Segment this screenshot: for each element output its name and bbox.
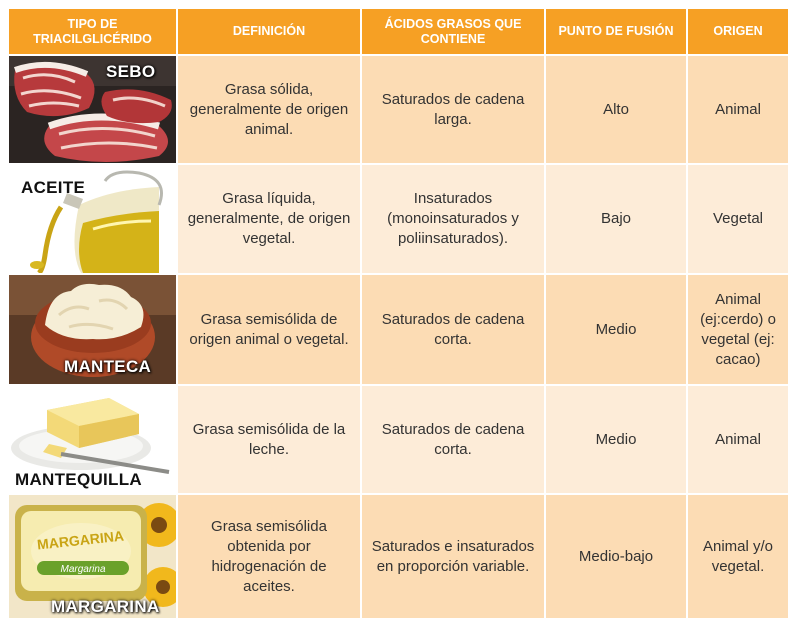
aceite-label: ACEITE: [21, 178, 86, 197]
header-acidos: ÁCIDOS GRASOS QUE CONTIENE: [362, 9, 544, 54]
mantequilla-image: MANTEQUILLA: [9, 386, 176, 493]
aceite-image: ACEITE: [9, 165, 176, 273]
sebo-origen: Animal: [688, 56, 788, 163]
manteca-image: MANTECA: [9, 275, 176, 384]
manteca-punto: Medio: [546, 275, 686, 384]
lard-bowl-icon: [9, 275, 176, 384]
margarina-image: MARGARINA Margarina MARGARINA: [9, 495, 176, 618]
mantequilla-punto: Medio: [546, 386, 686, 493]
oil-bottle-icon: [9, 165, 176, 273]
margarina-origen: Animal y/o vegetal.: [688, 495, 788, 618]
butter-block-icon: [9, 386, 176, 493]
aceite-definicion: Grasa líquida, generalmente, de origen v…: [178, 165, 360, 273]
manteca-definicion: Grasa semisólida de origen animal o vege…: [178, 275, 360, 384]
header-origen: ORIGEN: [688, 9, 788, 54]
sebo-definicion: Grasa sólida, generalmente de origen ani…: [178, 56, 360, 163]
margarine-tub-icon: MARGARINA Margarina: [9, 495, 176, 618]
tub-subbrand-text: Margarina: [60, 564, 105, 575]
sebo-label: SEBO: [106, 62, 156, 81]
header-punto: PUNTO DE FUSIÓN: [546, 9, 686, 54]
mantequilla-acidos: Saturados de cadena corta.: [362, 386, 544, 493]
fats-table: TIPO DE TRIACILGLICÉRIDO DEFINICIÓN ÁCID…: [9, 9, 788, 618]
margarina-definicion: Grasa semisólida obtenida por hidrogenac…: [178, 495, 360, 618]
manteca-label: MANTECA: [64, 357, 152, 376]
margarina-acidos: Saturados e insaturados en proporción va…: [362, 495, 544, 618]
manteca-origen: Animal (ej:cerdo) o vegetal (ej: cacao): [688, 275, 788, 384]
margarina-label: MARGARINA: [51, 597, 160, 616]
margarina-punto: Medio-bajo: [546, 495, 686, 618]
sebo-acidos: Saturados de cadena larga.: [362, 56, 544, 163]
aceite-punto: Bajo: [546, 165, 686, 273]
aceite-acidos: Insaturados (monoinsaturados y poliinsat…: [362, 165, 544, 273]
header-definicion: DEFINICIÓN: [178, 9, 360, 54]
sebo-image: SEBO: [9, 56, 176, 163]
mantequilla-definicion: Grasa semisólida de la leche.: [178, 386, 360, 493]
mantequilla-origen: Animal: [688, 386, 788, 493]
mantequilla-label: MANTEQUILLA: [15, 470, 143, 489]
raw-meat-icon: [9, 56, 176, 163]
header-tipo: TIPO DE TRIACILGLICÉRIDO: [9, 9, 176, 54]
manteca-acidos: Saturados de cadena corta.: [362, 275, 544, 384]
sebo-punto: Alto: [546, 56, 686, 163]
aceite-origen: Vegetal: [688, 165, 788, 273]
